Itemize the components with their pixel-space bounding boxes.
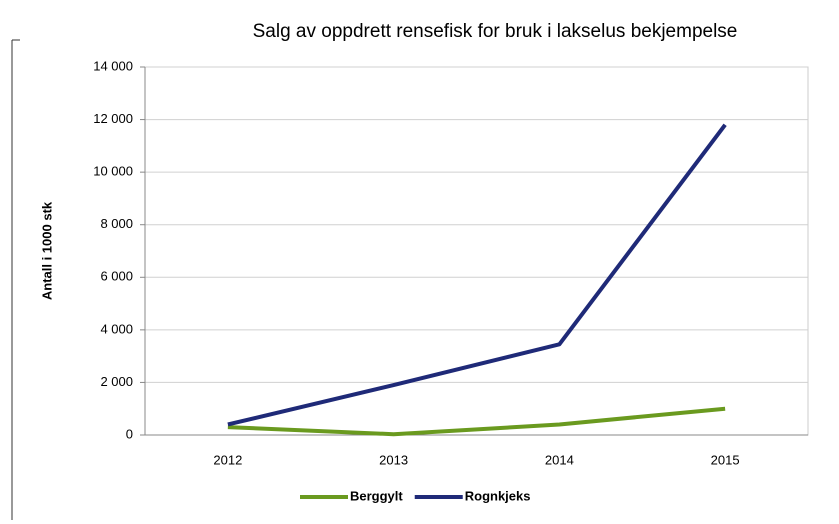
y-tick-label: 6 000 <box>100 269 133 284</box>
x-tick-label: 2015 <box>711 452 740 467</box>
chart-title: Salg av oppdrett rensefisk for bruk i la… <box>253 21 738 42</box>
x-tick-label: 2014 <box>545 452 574 467</box>
plot-area <box>144 66 809 436</box>
y-tick-label: 0 <box>126 426 133 441</box>
y-tick-label: 14 000 <box>93 58 133 73</box>
series-line <box>227 406 726 437</box>
x-tick-label: 2012 <box>213 452 242 467</box>
y-tick-label: 12 000 <box>93 111 133 126</box>
legend-label: Berggylt <box>350 488 403 503</box>
legend-label: Rognkjeks <box>465 488 531 503</box>
y-tick-label: 2 000 <box>100 374 133 389</box>
x-tick-label: 2013 <box>379 452 408 467</box>
y-tick-label: 8 000 <box>100 216 133 231</box>
y-axis-label: Antall i 1000 stk <box>39 201 54 300</box>
y-tick-label: 10 000 <box>93 164 133 179</box>
y-tick-label: 4 000 <box>100 321 133 336</box>
series-line <box>227 123 727 427</box>
